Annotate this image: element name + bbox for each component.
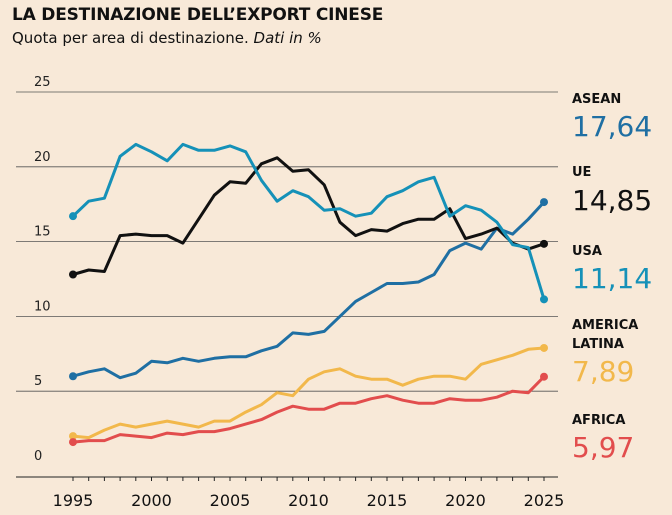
- series-name-label: ASEAN: [572, 92, 621, 107]
- x-tick-label: 2005: [210, 491, 251, 510]
- series-value-label: 14,85: [572, 184, 652, 217]
- series-start-dot: [69, 438, 77, 447]
- x-tick-label: 2025: [524, 491, 565, 510]
- subtitle-main: Quota per area di destinazione.: [12, 29, 249, 47]
- series-line-2: [71, 142, 546, 301]
- series-name-label: USA: [572, 244, 602, 259]
- chart-subtitle: Quota per area di destinazione. Dati in …: [12, 29, 322, 47]
- x-tick-label: 1995: [53, 491, 94, 510]
- y-tick-label: 25: [34, 75, 51, 90]
- series-value-label: 11,14: [572, 262, 652, 295]
- chart-title: LA DESTINAZIONE DELL’EXPORT CINESE: [12, 5, 384, 25]
- series-line-3: [71, 346, 546, 440]
- y-tick-label: 0: [34, 449, 42, 464]
- x-axis-ticks: 1995 2000 2005 2010 2015 2020 2025: [53, 477, 565, 510]
- y-tick-label: 15: [34, 225, 51, 240]
- y-tick-label: 5: [34, 374, 42, 389]
- subtitle-unit: Dati in %: [253, 29, 322, 47]
- series-name-label: LATINA: [572, 337, 624, 352]
- x-tick-label: 2015: [367, 491, 408, 510]
- series-value-label: 5,97: [572, 431, 634, 464]
- series-labels: ASEAN 17,64 UE 14,85 USA 11,14 AMERICA LATINA 7,…: [572, 92, 652, 464]
- y-axis-ticks: 0 5 10 15 20 25: [34, 75, 51, 464]
- series-end-dot: [540, 239, 548, 248]
- y-tick-label: 10: [34, 299, 51, 314]
- x-tick-label: 2000: [131, 491, 172, 510]
- series-start-dot: [69, 212, 77, 221]
- gridlines: [16, 91, 558, 478]
- x-tick-label: 2010: [288, 491, 329, 510]
- series-value-label: 17,64: [572, 110, 652, 143]
- series-start-dot: [69, 432, 77, 441]
- series-name-label: AMERICA: [572, 318, 638, 333]
- series-line-1: [71, 156, 546, 276]
- series-lines: [69, 142, 548, 447]
- series-name-label: UE: [572, 165, 591, 180]
- series-name-label: AFRICA: [572, 413, 625, 428]
- series-end-dot: [540, 295, 548, 304]
- y-tick-label: 20: [34, 150, 51, 165]
- series-end-dot: [540, 372, 548, 381]
- series-line-0: [71, 200, 546, 380]
- series-end-dot: [540, 198, 548, 207]
- series-line-4: [71, 375, 546, 444]
- series-start-dot: [69, 270, 77, 279]
- series-end-dot: [540, 343, 548, 352]
- series-start-dot: [69, 372, 77, 381]
- series-value-label: 7,89: [572, 355, 634, 388]
- x-tick-label: 2020: [445, 491, 486, 510]
